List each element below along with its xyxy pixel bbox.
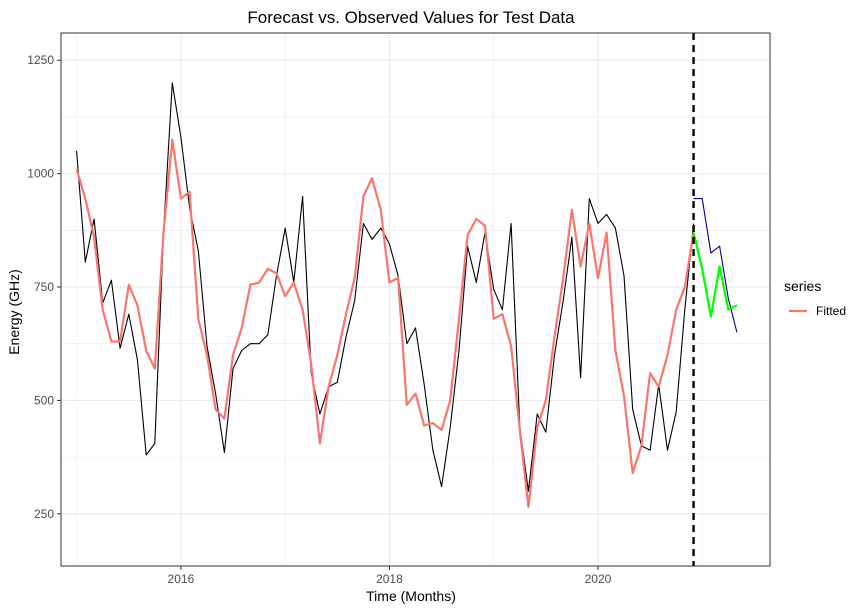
y-tick-label: 250 (34, 507, 54, 521)
chart-title: Forecast vs. Observed Values for Test Da… (247, 8, 575, 27)
plot-area (75, 33, 738, 566)
y-axis-title: Energy (GHz) (6, 269, 22, 355)
series-line-observed-test (693, 198, 738, 333)
series-line-observed (76, 82, 695, 492)
x-axis-title: Time (Months) (366, 588, 456, 604)
series-line-forecast (692, 232, 738, 318)
grid (61, 33, 770, 566)
x-tick-label: 2018 (376, 572, 403, 586)
y-tick-label: 500 (34, 393, 54, 407)
x-tick-label: 2020 (585, 572, 612, 586)
y-axis: 250 500 750 1000 1250 (27, 53, 61, 521)
legend: series Fitted (784, 278, 846, 318)
series-line-fitted (75, 138, 695, 509)
panel-border (60, 32, 771, 567)
y-tick-label: 1000 (27, 167, 54, 181)
y-tick-label: 750 (34, 280, 54, 294)
legend-label-fitted: Fitted (816, 304, 846, 318)
legend-title: series (784, 278, 821, 294)
y-tick-label: 1250 (27, 53, 54, 67)
x-tick-label: 2016 (168, 572, 195, 586)
x-axis: 2016 2018 2020 (168, 566, 612, 586)
